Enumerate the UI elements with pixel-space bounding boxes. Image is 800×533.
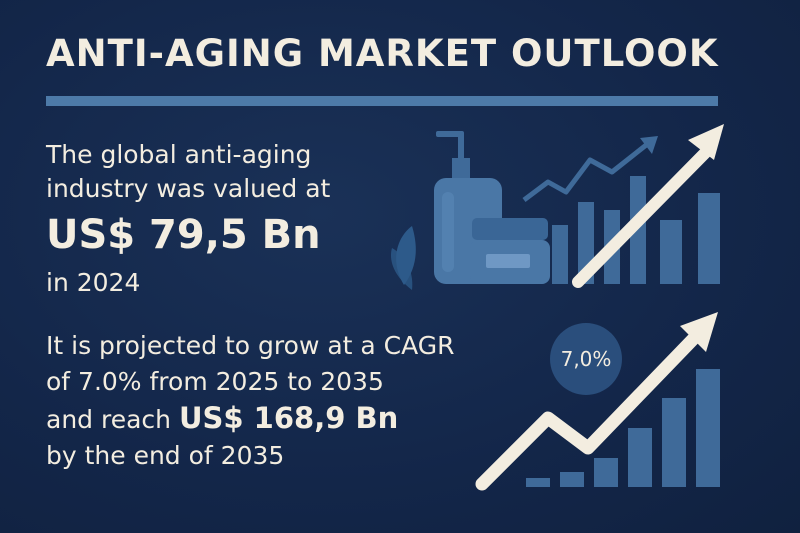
page-title: ANTI-AGING MARKET OUTLOOK bbox=[46, 32, 719, 75]
value-2035: US$ 168,9 Bn bbox=[178, 401, 399, 435]
growth-bar-chart-icon bbox=[552, 176, 720, 284]
year-line: in 2024 bbox=[46, 268, 141, 297]
cagr-badge: 7,0% bbox=[550, 323, 622, 395]
cream-jar-icon bbox=[470, 218, 550, 284]
projection-arrow-icon bbox=[475, 312, 718, 491]
projection-text: It is projected to grow at a CAGR of 7.0… bbox=[46, 328, 455, 474]
trend-arrow-icon bbox=[572, 124, 724, 288]
projection-line-3-prefix: and reach bbox=[46, 405, 179, 434]
intro-line-2: industry was valued at bbox=[46, 174, 331, 203]
cagr-badge-label: 7,0% bbox=[561, 347, 612, 371]
intro-text: The global anti-aging industry was value… bbox=[46, 138, 330, 206]
projection-line-4: by the end of 2035 bbox=[46, 441, 285, 470]
projection-line-3: and reach US$ 168,9 Bn bbox=[46, 400, 455, 438]
trend-line-icon bbox=[522, 136, 658, 202]
projection-bar-chart-icon bbox=[526, 369, 720, 487]
value-2024: US$ 79,5 Bn bbox=[46, 212, 321, 258]
intro-line-1: The global anti-aging bbox=[46, 140, 312, 169]
leaf-icon bbox=[390, 226, 416, 290]
projection-line-2: of 7.0% from 2025 to 2035 bbox=[46, 367, 384, 396]
projection-line-1: It is projected to grow at a CAGR bbox=[46, 331, 455, 360]
title-divider bbox=[46, 96, 718, 106]
